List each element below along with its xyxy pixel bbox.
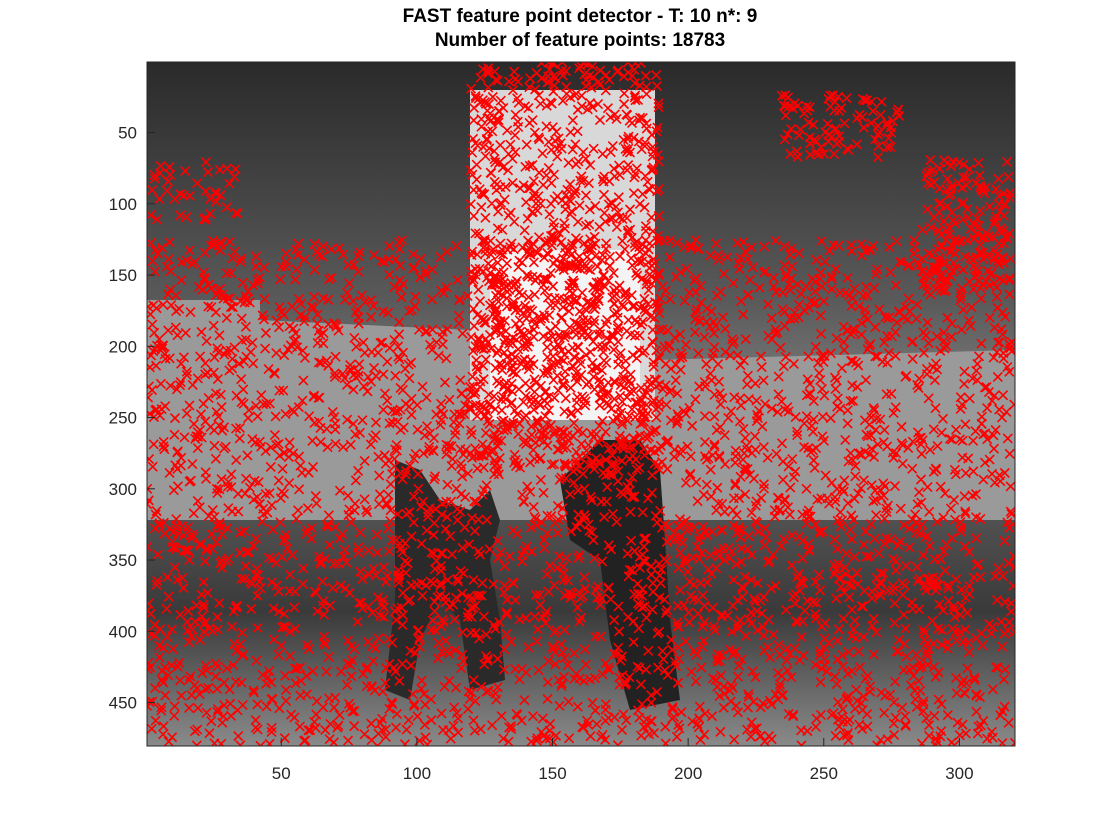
y-tick-label: 400: [109, 622, 137, 641]
person-right-silhouette: [560, 440, 680, 710]
y-tick-label: 350: [109, 551, 137, 570]
y-tick-label: 250: [109, 409, 137, 428]
y-tick-label: 50: [118, 124, 137, 143]
y-tick-label: 200: [109, 337, 137, 356]
y-axis: 50 100 150 200 250 300 350 400 450: [109, 124, 155, 713]
y-tick-label: 150: [109, 266, 137, 285]
x-tick-label: 50: [272, 764, 291, 783]
x-axis: 50 100 150 200 250 300: [272, 738, 974, 783]
x-tick-label: 100: [403, 764, 431, 783]
y-tick-label: 300: [109, 480, 137, 499]
x-tick-label: 250: [810, 764, 838, 783]
x-tick-label: 300: [945, 764, 973, 783]
axes-box: [146, 61, 1016, 747]
building-silhouette: [147, 300, 1015, 520]
x-tick-label: 150: [538, 764, 566, 783]
y-tick-label: 100: [109, 195, 137, 214]
figure-title-line-1: FAST feature point detector - T: 10 n*: …: [402, 6, 758, 27]
figure-title-line-2: Number of feature points: 18783: [434, 30, 726, 51]
x-tick-label: 200: [674, 764, 702, 783]
y-tick-label: 450: [109, 694, 137, 713]
